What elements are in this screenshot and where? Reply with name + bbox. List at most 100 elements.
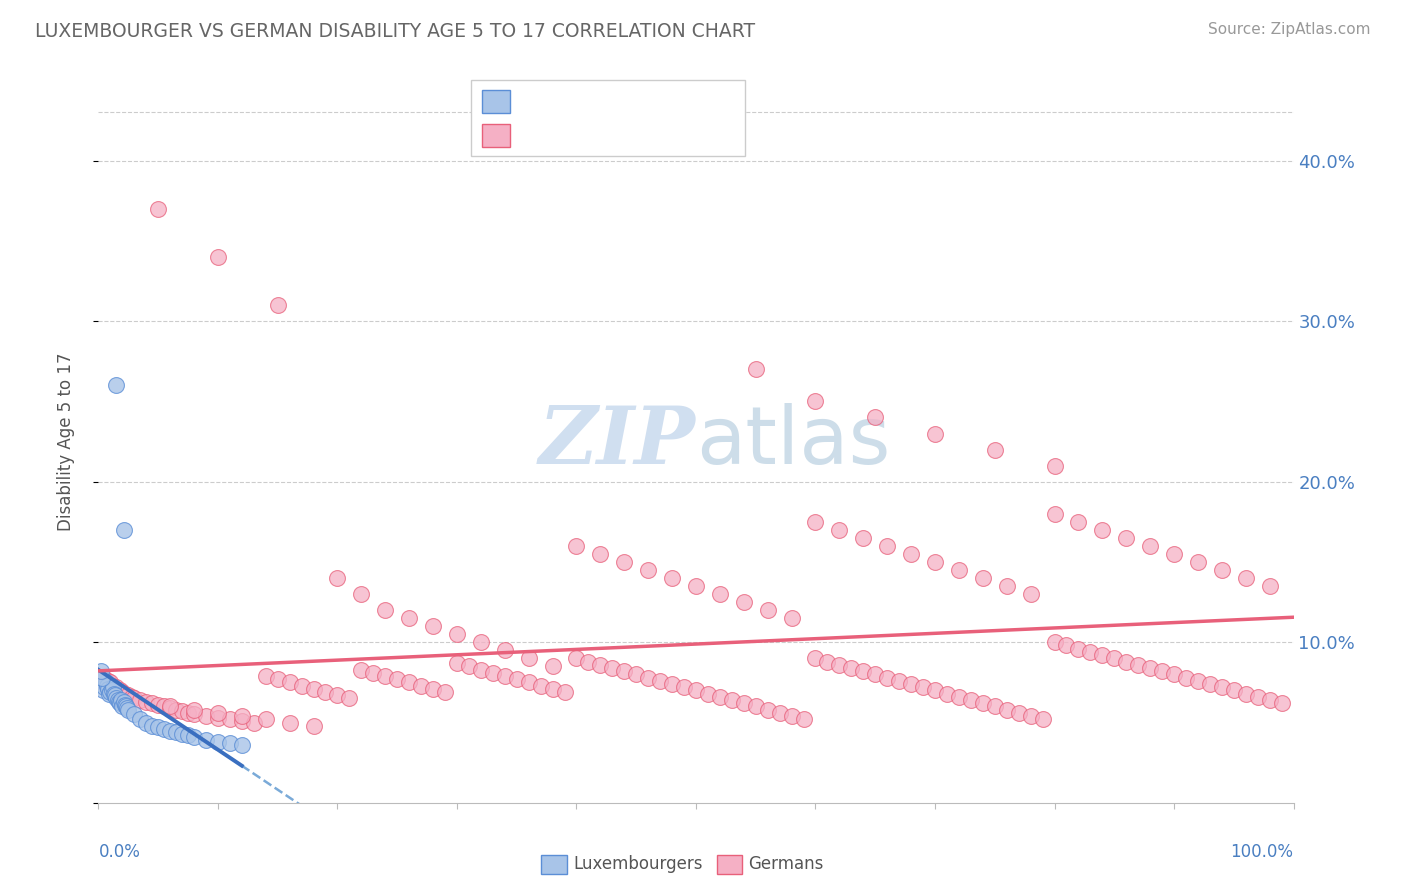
- Point: [278, 715, 301, 730]
- Point: [153, 722, 176, 736]
- Point: [148, 202, 170, 216]
- Point: [195, 709, 218, 723]
- Point: [159, 701, 181, 715]
- Text: ZIP: ZIP: [538, 403, 696, 480]
- Point: [721, 693, 744, 707]
- Text: LUXEMBOURGER VS GERMAN DISABILITY AGE 5 TO 17 CORRELATION CHART: LUXEMBOURGER VS GERMAN DISABILITY AGE 5 …: [35, 22, 755, 41]
- Point: [1211, 563, 1233, 577]
- Point: [183, 707, 205, 722]
- Point: [112, 523, 135, 537]
- Point: [385, 672, 409, 686]
- Point: [124, 691, 146, 706]
- Point: [733, 696, 755, 710]
- Point: [148, 698, 170, 712]
- Point: [207, 250, 229, 264]
- Point: [97, 681, 120, 696]
- Point: [207, 706, 229, 720]
- Point: [177, 728, 200, 742]
- Point: [1175, 671, 1198, 685]
- Point: [995, 579, 1018, 593]
- Point: [101, 680, 124, 694]
- Point: [350, 663, 373, 677]
- Point: [626, 667, 648, 681]
- Point: [948, 563, 970, 577]
- Point: [481, 665, 505, 680]
- Point: [1271, 696, 1294, 710]
- Point: [446, 627, 468, 641]
- Point: [219, 736, 242, 750]
- Point: [530, 679, 553, 693]
- Point: [1258, 693, 1281, 707]
- Point: [159, 723, 181, 738]
- Point: [254, 669, 277, 683]
- Point: [350, 587, 373, 601]
- Point: [91, 683, 114, 698]
- Point: [589, 547, 612, 561]
- Point: [1152, 664, 1174, 678]
- Point: [745, 362, 768, 376]
- Point: [183, 730, 205, 744]
- Point: [1187, 673, 1209, 688]
- Point: [446, 656, 468, 670]
- Point: [363, 665, 385, 680]
- Point: [661, 677, 683, 691]
- Text: 100.0%: 100.0%: [1230, 843, 1294, 861]
- Point: [578, 655, 600, 669]
- Point: [172, 704, 194, 718]
- Point: [1234, 687, 1257, 701]
- Point: [135, 715, 157, 730]
- Point: [709, 587, 731, 601]
- Point: [165, 725, 187, 739]
- Point: [108, 683, 131, 698]
- Point: [1056, 639, 1078, 653]
- Text: 0.0%: 0.0%: [98, 843, 141, 861]
- Point: [1223, 683, 1246, 698]
- Point: [115, 699, 138, 714]
- Point: [98, 687, 121, 701]
- Point: [852, 531, 875, 545]
- Point: [101, 679, 124, 693]
- Point: [97, 673, 120, 688]
- Point: [1008, 706, 1031, 720]
- Point: [960, 693, 983, 707]
- Point: [374, 603, 396, 617]
- Point: [900, 547, 922, 561]
- Point: [697, 687, 720, 701]
- Point: [1091, 523, 1114, 537]
- Point: [153, 699, 176, 714]
- Point: [1163, 547, 1185, 561]
- Point: [339, 691, 361, 706]
- Point: [924, 426, 946, 441]
- Point: [111, 699, 134, 714]
- Point: [793, 712, 815, 726]
- Point: [517, 675, 540, 690]
- Point: [114, 698, 136, 712]
- Text: Germans: Germans: [748, 855, 824, 873]
- Point: [709, 690, 731, 704]
- Y-axis label: Disability Age 5 to 17: Disability Age 5 to 17: [56, 352, 75, 531]
- Point: [104, 688, 127, 702]
- Point: [315, 685, 337, 699]
- Point: [541, 659, 564, 673]
- Point: [207, 735, 229, 749]
- Point: [1091, 648, 1114, 662]
- Point: [1247, 690, 1270, 704]
- Point: [422, 619, 444, 633]
- Point: [434, 685, 457, 699]
- Point: [1128, 657, 1150, 672]
- Point: [115, 701, 138, 715]
- Point: [911, 680, 934, 694]
- Point: [278, 675, 301, 690]
- Point: [685, 683, 707, 698]
- Point: [121, 690, 143, 704]
- Point: [972, 696, 994, 710]
- Point: [1211, 680, 1233, 694]
- Point: [129, 693, 152, 707]
- Point: [602, 661, 624, 675]
- Point: [924, 555, 946, 569]
- Point: [91, 675, 114, 690]
- Point: [1043, 635, 1066, 649]
- Point: [93, 680, 115, 694]
- Point: [828, 523, 851, 537]
- Point: [93, 671, 115, 685]
